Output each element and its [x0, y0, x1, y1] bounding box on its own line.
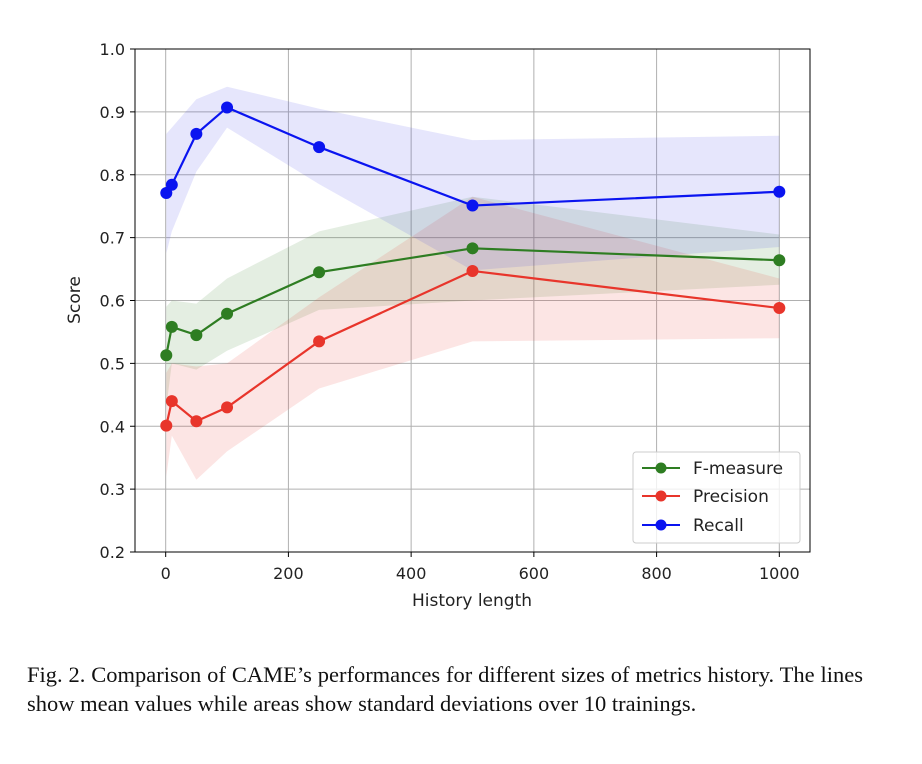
y-tick-label: 1.0: [100, 40, 125, 59]
x-tick-label: 1000: [759, 564, 800, 583]
x-tick-label: 400: [396, 564, 427, 583]
y-tick-label: 0.7: [100, 229, 125, 248]
std-band-recall: [166, 86, 780, 271]
legend-label: Precision: [693, 487, 769, 507]
y-tick-label: 0.2: [100, 543, 125, 562]
data-point-precision: [221, 401, 234, 414]
legend-label: Recall: [693, 516, 744, 536]
data-point-recall: [190, 127, 203, 140]
data-point-f-measure: [221, 307, 234, 320]
grid: [135, 48, 810, 553]
y-tick-label: 0.3: [100, 480, 125, 499]
figure-caption: Fig. 2. Comparison of CAME’s performance…: [27, 662, 863, 716]
series-lines: [160, 101, 786, 432]
y-tick-label: 0.9: [100, 103, 125, 122]
legend-entry-recall: Recall: [642, 516, 744, 536]
x-axis-title: History length: [412, 591, 532, 611]
data-point-f-measure: [313, 266, 326, 279]
x-tick-label: 200: [273, 564, 304, 583]
x-tick-label: 0: [161, 564, 171, 583]
legend-entry-precision: Precision: [642, 487, 769, 507]
data-point-precision: [313, 335, 326, 348]
y-tick-label: 0.6: [100, 292, 125, 311]
data-point-precision: [466, 264, 479, 277]
data-point-precision: [160, 419, 173, 432]
std-band-precision: [166, 196, 780, 480]
data-point-precision: [773, 302, 786, 315]
data-point-recall: [773, 185, 786, 198]
x-tick-label: 800: [641, 564, 672, 583]
data-point-recall: [313, 141, 326, 154]
y-axis-title: Score: [65, 276, 85, 324]
x-tick-label: 600: [519, 564, 550, 583]
data-point-f-measure: [190, 329, 203, 342]
data-point-recall: [165, 178, 178, 191]
y-tick-label: 0.4: [100, 417, 125, 436]
data-point-recall: [221, 101, 234, 114]
legend-box: [632, 451, 801, 544]
data-point-precision: [165, 395, 178, 408]
ticks: 0 200 400 600 800 1000 0.2 0.3 0.4 0.5 0.6 0.7 0.8 0.…: [100, 40, 800, 583]
data-point-f-measure: [165, 320, 178, 333]
data-point-f-measure: [773, 254, 786, 267]
data-point-f-measure: [466, 242, 479, 255]
y-tick-label: 0.8: [100, 166, 125, 185]
std-band-f-measure: [166, 196, 780, 408]
std-bands: [166, 86, 780, 480]
y-tick-label: 0.5: [100, 354, 125, 373]
legend-label: F-measure: [693, 459, 783, 479]
legend-entry-f-measure: F-measure: [642, 459, 783, 479]
data-point-f-measure: [160, 349, 173, 362]
data-point-precision: [190, 415, 203, 428]
data-point-recall: [466, 199, 479, 212]
legend: F-measure Precision Recall: [632, 451, 801, 544]
chart: 0 200 400 600 800 1000 0.2 0.3 0.4 0.5 0.6 0.7 0.8 0.…: [65, 40, 811, 611]
